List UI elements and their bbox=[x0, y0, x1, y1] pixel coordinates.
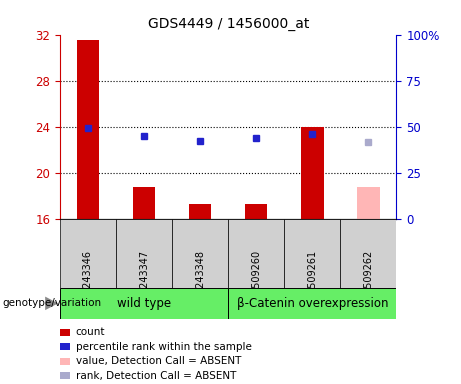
Text: percentile rank within the sample: percentile rank within the sample bbox=[76, 342, 252, 352]
Polygon shape bbox=[45, 296, 58, 310]
Bar bbox=[172, 219, 228, 288]
Text: rank, Detection Call = ABSENT: rank, Detection Call = ABSENT bbox=[76, 371, 236, 381]
Bar bbox=[77, 40, 99, 219]
Text: β-Catenin overexpression: β-Catenin overexpression bbox=[236, 297, 388, 310]
Bar bbox=[228, 219, 284, 288]
Text: genotype/variation: genotype/variation bbox=[2, 298, 101, 308]
Bar bbox=[133, 187, 155, 219]
Text: wild type: wild type bbox=[117, 297, 171, 310]
Bar bbox=[228, 288, 396, 319]
Text: GSM509262: GSM509262 bbox=[363, 250, 373, 309]
Bar bbox=[357, 187, 379, 219]
Text: GSM509261: GSM509261 bbox=[307, 250, 317, 309]
Text: GSM243347: GSM243347 bbox=[139, 250, 149, 309]
Bar bbox=[340, 219, 396, 288]
Text: GSM509260: GSM509260 bbox=[251, 250, 261, 309]
Text: count: count bbox=[76, 327, 105, 337]
Bar bbox=[301, 127, 324, 219]
Bar bbox=[116, 219, 172, 288]
Text: value, Detection Call = ABSENT: value, Detection Call = ABSENT bbox=[76, 356, 241, 366]
Text: GSM243346: GSM243346 bbox=[83, 250, 93, 309]
Text: GSM243348: GSM243348 bbox=[195, 250, 205, 309]
Bar bbox=[189, 204, 211, 219]
Bar bbox=[60, 219, 116, 288]
Bar bbox=[245, 204, 267, 219]
Bar bbox=[60, 288, 228, 319]
Title: GDS4449 / 1456000_at: GDS4449 / 1456000_at bbox=[148, 17, 309, 31]
Bar bbox=[284, 219, 340, 288]
